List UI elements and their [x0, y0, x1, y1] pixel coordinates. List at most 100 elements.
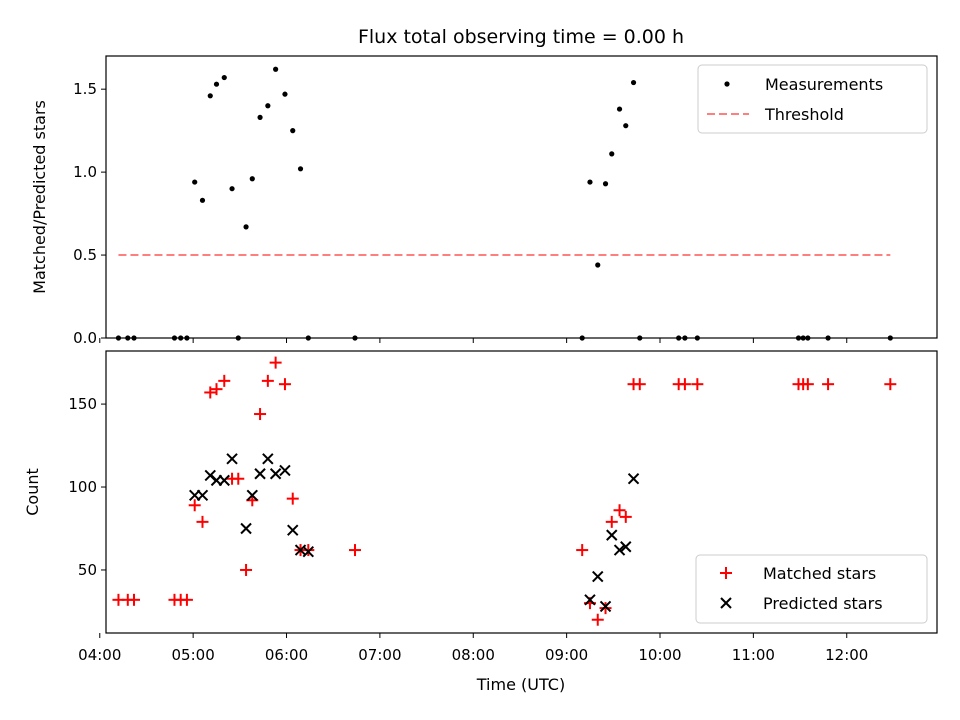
top-y-tick-label: 1.0	[73, 163, 97, 181]
matched-star-point	[605, 515, 618, 528]
predicted-star-point	[254, 468, 266, 480]
matched-star-point	[884, 378, 897, 391]
measurement-point	[297, 166, 304, 172]
bottom-y-tick-label: 150	[68, 395, 97, 413]
matched-star-point	[180, 593, 193, 606]
bottom-x-ticks: 04:00 05:00 06:00 07:00 08:00 09:00 10:00 11:00…	[78, 633, 868, 664]
measurement-point	[602, 181, 609, 187]
chart-title: Flux total observing time = 0.00 h	[358, 26, 684, 48]
bottom-frame	[105, 350, 938, 634]
bottom-y-axis-label: Count	[23, 468, 42, 516]
matched-star-point	[591, 613, 604, 626]
measurement-point	[290, 128, 296, 134]
bottom-y-tick-label: 50	[78, 561, 97, 579]
predicted-star-point	[196, 489, 209, 502]
bottom-panel: 50 100 150 04:00 05:00 06:00 07:00 08:00 09:00 1…	[23, 350, 938, 694]
measurement-point	[265, 103, 271, 109]
measurement-point	[192, 179, 198, 185]
predicted-star-point	[302, 546, 315, 558]
legend-measurements-label: Measurements	[765, 75, 883, 94]
matched-star-point	[254, 408, 267, 421]
matched-star-point	[599, 602, 612, 615]
predicted-star-point	[584, 594, 596, 606]
matched-star-point	[286, 492, 299, 505]
matched-star-point	[678, 378, 691, 391]
predicted-star-point	[269, 468, 282, 480]
predicted-star-point	[287, 524, 299, 536]
top-panel: 0.0 0.5 1.0 1.5 Matched/Predicted stars Mea…	[30, 55, 938, 347]
matched-star-point	[128, 593, 141, 606]
matched-star-point	[278, 378, 291, 391]
measurement-point	[207, 93, 213, 99]
predicted-star-point	[262, 453, 274, 465]
measurement-point	[282, 91, 288, 97]
legend-matched-label: Matched stars	[763, 564, 876, 583]
top-y-axis-label: Matched/Predicted stars	[30, 100, 49, 294]
measurement-point	[630, 79, 637, 86]
predicted-star-point	[279, 464, 291, 477]
measurement-point	[221, 74, 227, 81]
bottom-y-ticks: 50 100 150	[68, 395, 106, 579]
matched-star-point	[348, 544, 361, 557]
top-legend: Measurements Threshold	[697, 64, 928, 134]
matched-star-point	[210, 383, 223, 396]
legend-measurements-marker	[724, 81, 730, 87]
top-y-tick-label: 1.5	[73, 80, 97, 98]
measurement-point	[609, 151, 615, 157]
measurement-point	[587, 179, 593, 185]
matched-star-point	[633, 378, 646, 391]
x-tick-label: 09:00	[545, 646, 588, 664]
x-tick-label: 10:00	[638, 646, 681, 664]
measurement-point	[249, 176, 255, 182]
matched-star-point	[204, 386, 217, 399]
top-x-ticks	[99, 338, 848, 343]
matched-star-point	[619, 510, 632, 523]
x-axis-label: Time (UTC)	[476, 675, 565, 694]
matched-star-point	[801, 378, 814, 391]
predicted-star-point	[218, 474, 230, 487]
matched-star-point	[218, 374, 231, 387]
measurement-point	[199, 197, 206, 203]
measurement-point	[213, 81, 220, 87]
matched-star-point	[188, 499, 201, 512]
x-tick-label: 11:00	[732, 646, 775, 664]
matched-star-point	[822, 378, 835, 391]
top-legend-box	[697, 64, 928, 134]
top-y-tick-label: 0.0	[73, 329, 97, 347]
bottom-y-tick-label: 100	[68, 478, 97, 496]
predicted-star-point	[627, 473, 640, 485]
legend-matched-marker	[720, 567, 732, 579]
x-tick-label: 04:00	[78, 646, 121, 664]
legend-predicted-label: Predicted stars	[763, 594, 883, 613]
bottom-legend-box	[695, 554, 928, 624]
measurement-point	[273, 66, 279, 72]
x-tick-label: 05:00	[172, 646, 215, 664]
predicted-star-point	[606, 529, 618, 541]
x-tick-label: 06:00	[265, 646, 308, 664]
measurement-point	[229, 186, 235, 192]
bottom-marks	[112, 356, 897, 626]
x-tick-label: 12:00	[825, 646, 868, 664]
bottom-legend: Matched stars Predicted stars	[695, 554, 928, 624]
matched-star-point	[302, 544, 315, 557]
matched-star-point	[613, 504, 626, 517]
predicted-star-point	[226, 453, 238, 465]
matched-star-point	[232, 472, 245, 485]
x-tick-label: 08:00	[452, 646, 495, 664]
top-frame	[105, 55, 938, 339]
top-marks	[115, 66, 893, 341]
matched-star-point	[691, 378, 704, 391]
measurement-point	[257, 114, 263, 120]
predicted-star-point	[620, 541, 632, 553]
top-y-tick-label: 0.5	[73, 246, 97, 264]
predicted-star-point	[599, 600, 612, 613]
matched-star-point	[576, 544, 589, 557]
legend-predicted-marker	[720, 597, 732, 609]
predicted-star-point	[592, 570, 604, 583]
matched-star-point	[261, 374, 274, 387]
top-y-ticks: 0.0 0.5 1.0 1.5	[73, 80, 106, 347]
x-tick-label: 07:00	[358, 646, 401, 664]
measurement-point	[595, 262, 601, 268]
matched-star-point	[240, 563, 253, 576]
